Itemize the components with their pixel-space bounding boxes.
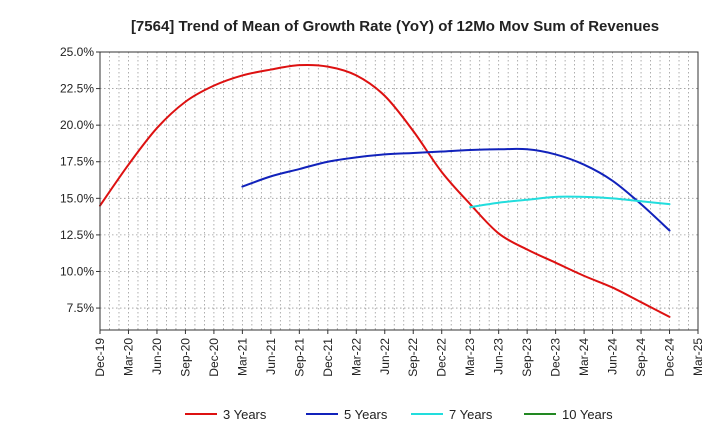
x-tick-label: Mar-25 (691, 338, 705, 376)
y-tick-label: 20.0% (60, 118, 94, 132)
x-tick-label: Mar-21 (235, 338, 249, 376)
y-tick-label: 10.0% (60, 264, 94, 278)
x-tick-label: Dec-22 (435, 338, 449, 377)
x-tick-label: Dec-20 (207, 338, 221, 377)
series-line-3-years (99, 63, 671, 318)
y-tick-label: 7.5% (67, 301, 95, 315)
series-line-5-years (241, 147, 671, 232)
legend-label-10-years: 10 Years (562, 407, 613, 422)
y-tick-label: 15.0% (60, 191, 94, 205)
legend-label-3-years: 3 Years (223, 407, 267, 422)
x-tick-label: Dec-23 (549, 338, 563, 377)
x-tick-label: Jun-23 (492, 338, 506, 375)
legend: 3 Years 5 Years 7 Years 10 Years (185, 407, 613, 422)
series-lines (99, 63, 671, 318)
x-tick-label: Mar-20 (121, 338, 135, 376)
x-tick-label: Dec-19 (93, 338, 107, 377)
x-tick-label: Mar-24 (577, 338, 591, 376)
x-tick-label: Dec-21 (321, 338, 335, 377)
x-tick-label: Sep-24 (634, 338, 648, 377)
x-tick-label: Sep-23 (520, 338, 534, 377)
plot-border (99, 51, 699, 331)
x-tick-label: Jun-21 (264, 338, 278, 375)
x-tick-label: Jun-20 (150, 338, 164, 375)
chart-title: [7564] Trend of Mean of Growth Rate (YoY… (131, 18, 659, 35)
x-axis: Dec-19 Mar-20 Jun-20 Sep-20 Dec-20 Mar-21 Jun-… (93, 330, 705, 377)
series-line-7-years (469, 195, 671, 209)
y-tick-label: 12.5% (60, 228, 94, 242)
legend-label-7-years: 7 Years (449, 407, 493, 422)
plot-area (100, 52, 698, 330)
y-tick-label: 17.5% (60, 155, 94, 169)
x-tick-label: Jun-22 (378, 338, 392, 375)
x-tick-label: Sep-22 (406, 338, 420, 377)
x-tick-label: Sep-20 (178, 338, 192, 377)
x-tick-label: Sep-21 (292, 338, 306, 377)
y-axis: 7.5% 10.0% 12.5% 15.0% 17.5% 20.0% 22.5% 25.0% (60, 45, 100, 315)
x-tick-label: Mar-22 (349, 338, 363, 376)
legend-label-5-years: 5 Years (344, 407, 388, 422)
y-tick-label: 25.0% (60, 45, 94, 59)
x-tick-label: Jun-24 (606, 338, 620, 375)
y-tick-label: 22.5% (60, 82, 94, 96)
x-tick-label: Dec-24 (663, 338, 677, 377)
x-tick-label: Mar-23 (463, 338, 477, 376)
